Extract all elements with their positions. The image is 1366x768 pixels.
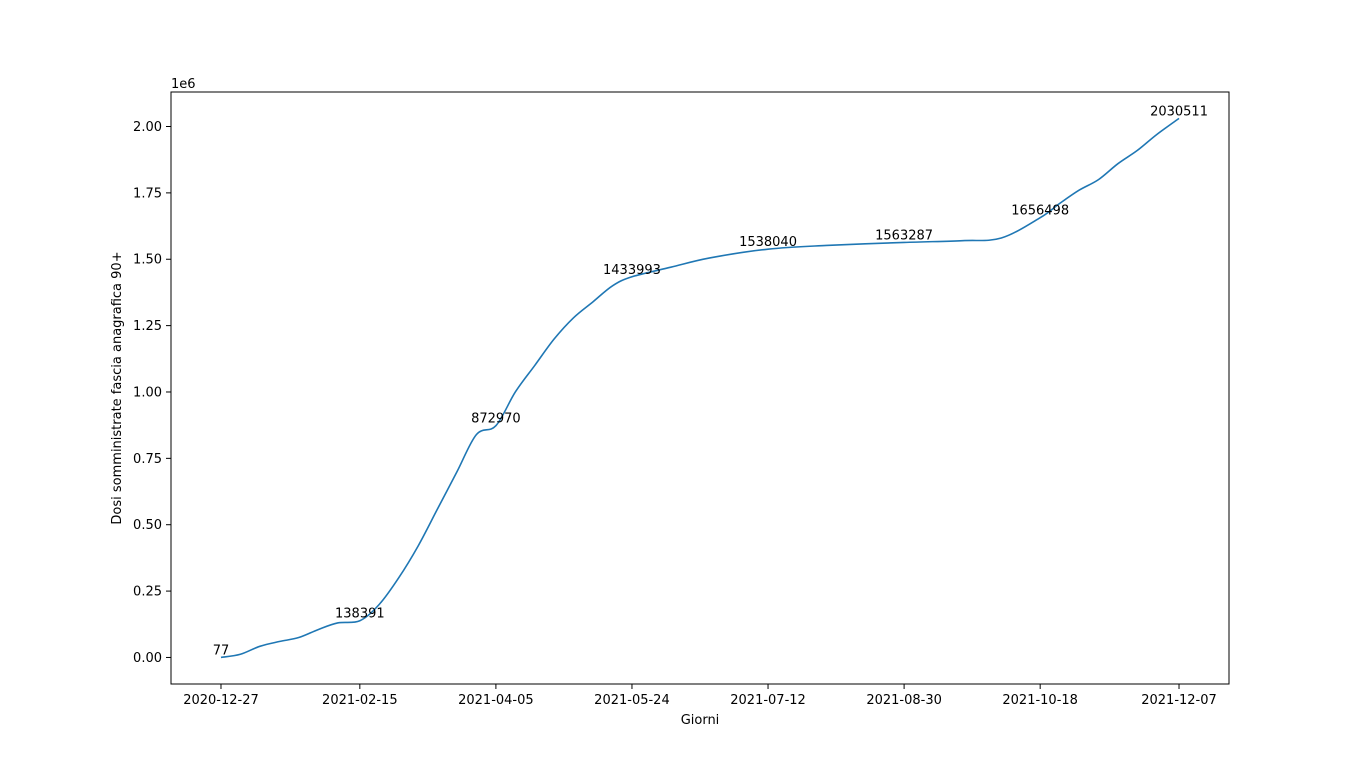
data-label: 1538040	[739, 235, 797, 250]
x-tick-label: 2021-08-30	[866, 693, 942, 708]
x-tick-label: 2021-05-24	[594, 693, 670, 708]
x-axis-label: Giorni	[681, 713, 720, 728]
x-tick-label: 2020-12-27	[183, 693, 259, 708]
data-label: 1433993	[603, 263, 661, 278]
y-tick-label: 0.50	[133, 518, 162, 533]
y-tick-label: 0.25	[133, 585, 162, 600]
y-tick-label: 2.00	[133, 120, 162, 135]
x-tick-label: 2021-04-05	[458, 693, 534, 708]
y-offset-label: 1e6	[171, 77, 196, 92]
data-label: 872970	[471, 412, 521, 427]
plot-area	[171, 92, 1229, 684]
x-tick-label: 2021-07-12	[730, 693, 806, 708]
data-label: 2030511	[1150, 104, 1208, 119]
x-tick-label: 2021-02-15	[322, 693, 398, 708]
data-label: 1656498	[1011, 204, 1069, 219]
y-tick-label: 1.50	[133, 253, 162, 268]
y-tick-label: 0.00	[133, 651, 162, 666]
y-tick-label: 1.00	[133, 385, 162, 400]
data-label: 138391	[335, 607, 385, 622]
plot-frame	[170, 91, 1230, 685]
x-tick-label: 2021-10-18	[1002, 693, 1078, 708]
y-axis-label: Dosi somministrate fascia anagrafica 90+	[110, 251, 125, 524]
y-tick-label: 0.75	[133, 452, 162, 467]
data-label: 1563287	[875, 228, 933, 243]
series-line	[220, 117, 1180, 659]
y-tick-label: 1.75	[133, 186, 162, 201]
y-tick-label: 1.25	[133, 319, 162, 334]
data-label: 77	[213, 643, 230, 658]
x-tick-label: 2021-12-07	[1141, 693, 1217, 708]
